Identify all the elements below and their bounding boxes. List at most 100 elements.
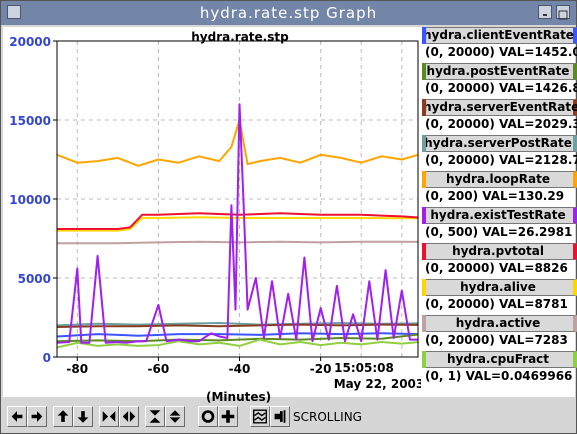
series-line-alive	[57, 216, 418, 232]
legend-item[interactable]: hydra.active (0, 20000) VAL=7283	[421, 315, 577, 351]
legend-item-value: (0, 20000) VAL=8826	[425, 261, 568, 275]
maximize-icon	[558, 10, 568, 20]
x-tick-label: -80	[66, 362, 88, 376]
time-label: 15:05:08	[334, 361, 394, 375]
window-menu-button[interactable]	[7, 5, 21, 19]
y-axis-ticks: 0 5000 10000 15000 20000	[9, 35, 57, 365]
y-tick-label: 10000	[9, 193, 51, 207]
plot-frame	[56, 40, 419, 358]
x-axis-ticks: -80 -60 -40 -20	[66, 357, 331, 376]
legend-item-name: hydra.active	[422, 315, 577, 332]
toolbar: SCROLLING	[3, 406, 575, 430]
legend-item[interactable]: hydra.loopRate (0, 200) VAL=130.29	[421, 171, 577, 207]
legend-item-value: (0, 1) VAL=0.0469966	[425, 369, 573, 383]
legend-item-value: (0, 20000) VAL=2029.35	[425, 117, 577, 131]
left-arrow-button[interactable]	[7, 406, 27, 427]
scrolling-label: SCROLLING	[293, 410, 362, 424]
right-arrow-button[interactable]	[27, 406, 47, 427]
legend-item-name: hydra.postEventRate	[422, 63, 577, 80]
legend-color-swatch	[422, 279, 426, 296]
series-line-cpu-fract	[56, 338, 419, 349]
legend-item-name: hydra.clientEventRate	[422, 27, 577, 44]
up-arrow-icon	[57, 410, 69, 422]
y-tick-label: 15000	[9, 114, 51, 128]
legend-item[interactable]: hydra.serverEventRate (0, 20000) VAL=2029…	[421, 99, 577, 135]
zoom-out-horizontal-button[interactable]	[119, 406, 139, 427]
legend-color-swatch	[422, 171, 426, 188]
down-arrow-icon	[77, 411, 89, 423]
legend-item-name: hydra.loopRate	[422, 171, 577, 188]
legend-item-value: (0, 20000) VAL=8781	[425, 297, 568, 311]
y-tick-label: 5000	[18, 272, 51, 286]
zoom-in-horizontal-icon	[102, 411, 116, 422]
zoom-in-horizontal-button[interactable]	[99, 406, 119, 427]
legend-item-name: hydra.serverPostRate	[422, 135, 577, 152]
legend-color-swatch	[422, 351, 426, 368]
legend-item-name: hydra.cpuFract	[422, 351, 577, 368]
legend-item-value: (0, 500) VAL=26.2981	[425, 225, 573, 239]
graph-style-icon	[253, 409, 267, 424]
zoom-in-vertical-button[interactable]	[145, 406, 165, 427]
left-arrow-icon	[11, 411, 23, 422]
legend-item[interactable]: hydra.serverPostRate (0, 20000) VAL=2128.…	[421, 135, 577, 171]
plot-area: hydra.rate.stp 0 5000 10000 15000 20000 -80-…	[3, 27, 577, 397]
window-title: hydra.rate.stp Graph	[199, 4, 378, 22]
minimize-button[interactable]	[538, 5, 552, 19]
legend-item-name: hydra.pvtotal	[422, 243, 577, 260]
plus-button[interactable]	[218, 406, 238, 427]
date-label: May 22, 2003	[334, 377, 421, 391]
series-line-exist-test-rate	[56, 103, 418, 344]
series-group	[56, 103, 419, 349]
legend-item-value: (0, 20000) VAL=7283	[425, 333, 568, 347]
legend-color-swatch	[422, 99, 426, 116]
zoom-out-horizontal-icon	[122, 411, 136, 422]
legend-color-swatch	[422, 315, 426, 332]
legend-color-swatch	[422, 135, 426, 152]
pin-button[interactable]	[270, 406, 290, 427]
minimize-icon	[543, 14, 547, 16]
up-arrow-button[interactable]	[53, 406, 73, 427]
legend-item-name: hydra.serverEventRate	[422, 99, 577, 116]
series-line-server-post-rate	[56, 322, 419, 327]
graph-style-button[interactable]	[250, 406, 270, 427]
chart-title: hydra.rate.stp	[191, 30, 289, 44]
x-tick-label: -40	[229, 362, 251, 376]
circle-button[interactable]	[198, 406, 218, 427]
legend-color-swatch	[422, 243, 426, 260]
x-tick-label: -60	[148, 362, 170, 376]
x-axis-label: (Minutes)	[206, 390, 272, 404]
legend-item[interactable]: hydra.postEventRate (0, 20000) VAL=1426.8	[421, 63, 577, 99]
pin-icon	[274, 410, 286, 423]
legend-item[interactable]: hydra.pvtotal (0, 20000) VAL=8826	[421, 243, 577, 279]
legend-color-swatch	[422, 63, 426, 80]
legend-item-name: hydra.alive	[422, 279, 577, 296]
x-tick-label: -20	[310, 362, 332, 376]
series-line-server-event-rate	[56, 323, 419, 328]
legend-item-value: (0, 20000) VAL=2128.74	[425, 153, 577, 167]
maximize-button[interactable]	[556, 5, 570, 20]
legend-item-name: hydra.existTestRate	[422, 207, 577, 224]
y-tick-label: 0	[43, 351, 51, 365]
legend-color-swatch	[422, 207, 426, 224]
legend-color-swatch	[422, 27, 426, 44]
legend-item[interactable]: hydra.clientEventRate (0, 20000) VAL=1452…	[421, 27, 577, 63]
right-arrow-icon	[31, 411, 43, 422]
legend-item-value: (0, 20000) VAL=1426.8	[425, 81, 577, 95]
zoom-out-vertical-icon	[169, 410, 181, 423]
down-arrow-button[interactable]	[73, 406, 93, 427]
legend-item-value: (0, 200) VAL=130.29	[425, 189, 565, 203]
legend-item[interactable]: hydra.existTestRate (0, 500) VAL=26.2981	[421, 207, 577, 243]
plus-icon	[221, 410, 235, 423]
legend-item[interactable]: hydra.alive (0, 20000) VAL=8781	[421, 279, 577, 315]
series-line-client-event-rate	[56, 332, 419, 338]
legend-item[interactable]: hydra.cpuFract (0, 1) VAL=0.0469966	[421, 351, 577, 387]
zoom-in-vertical-icon	[149, 410, 161, 423]
y-tick-label: 20000	[9, 35, 51, 49]
zoom-out-vertical-button[interactable]	[165, 406, 185, 427]
series-line-pvtotal	[57, 212, 419, 230]
series-line-active	[57, 240, 419, 245]
circle-icon	[201, 410, 215, 423]
title-bar[interactable]: hydra.rate.stp Graph	[1, 1, 576, 25]
